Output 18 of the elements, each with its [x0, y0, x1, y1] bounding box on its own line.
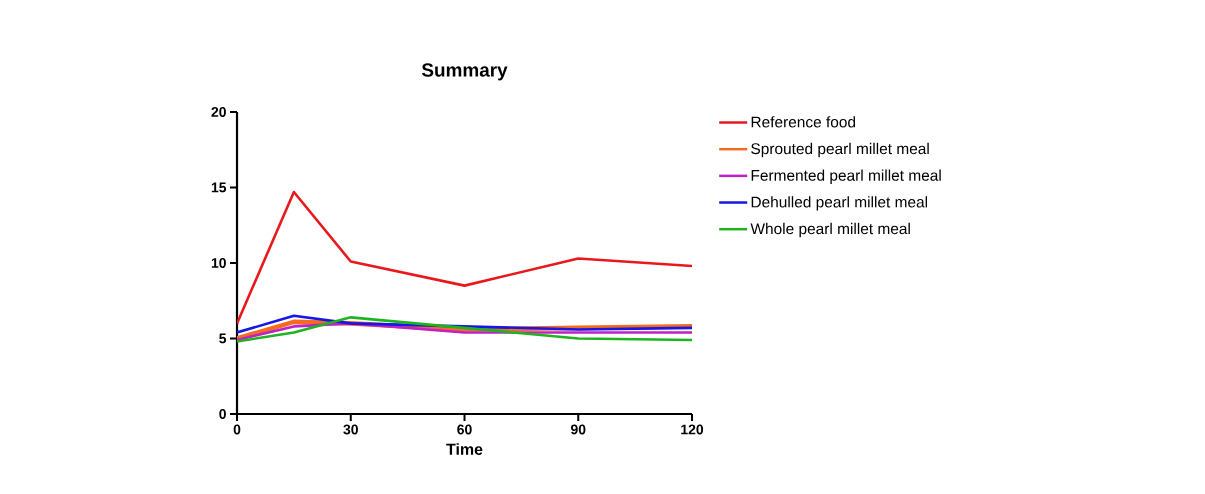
line-series [237, 190, 693, 325]
legend-label: Reference food [751, 116, 856, 128]
x-tick-label: 0 [233, 424, 241, 435]
x-tick-label: 30 [343, 424, 358, 435]
y-tick-label: 15 [211, 182, 227, 193]
legend-label: Dehulled pearl millet meal [751, 196, 928, 211]
chart-title: Summary [421, 63, 508, 81]
y-tick-label: 10 [211, 258, 226, 268]
legend-label: Fermented pearl millet meal [751, 169, 941, 184]
x-tick-label: 60 [457, 424, 472, 435]
y-tick-label: 0 [219, 409, 226, 419]
x-axis-title: Time [446, 443, 483, 455]
y-tick-label: 5 [219, 333, 227, 344]
x-tick-label: 120 [681, 424, 704, 435]
legend-label: Sprouted pearl millet meal [751, 142, 929, 158]
y-tick-label: 20 [211, 107, 226, 117]
legend-label: Whole pearl millet meal [750, 222, 910, 238]
x-tick-label: 90 [570, 424, 586, 435]
